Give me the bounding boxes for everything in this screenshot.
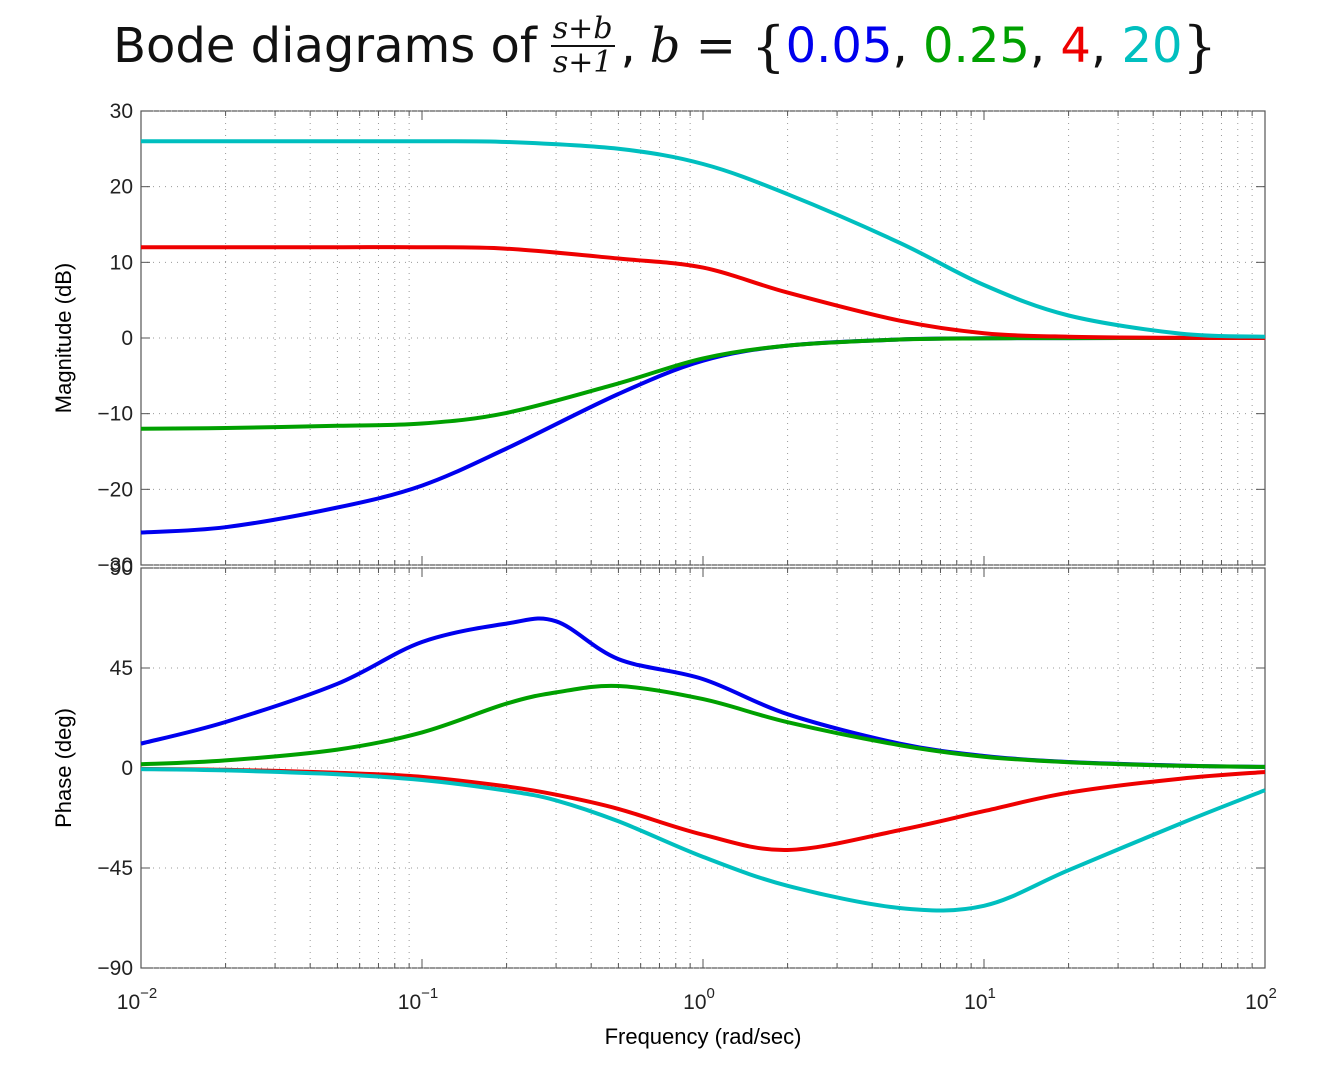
title-sep-3: , bbox=[1090, 18, 1122, 74]
x-axis-label: Frequency (rad/sec) bbox=[605, 1024, 802, 1049]
title-equals: = bbox=[680, 18, 752, 74]
y-tick-label: 45 bbox=[110, 657, 133, 680]
y-tick-label: −10 bbox=[97, 403, 133, 426]
fraction-numerator: s+b bbox=[550, 11, 615, 47]
y-axis-label: Phase (deg) bbox=[51, 708, 76, 828]
magnitude-panel: 30 20 10 0 −10 −20 −30 Magnitude (dB) bbox=[51, 100, 1266, 577]
y-axis-label: Magnitude (dB) bbox=[51, 263, 76, 413]
phase-series-line-4 bbox=[140, 767, 1266, 913]
y-tick-label: 10 bbox=[110, 251, 133, 274]
y-tick-label: 20 bbox=[110, 176, 133, 199]
x-tick-label: 10−1 bbox=[398, 985, 438, 1014]
magnitude-series-line-4 bbox=[141, 139, 1266, 339]
x-tick-label: 100 bbox=[683, 985, 715, 1014]
y-tick-label: −90 bbox=[97, 957, 133, 980]
y-tick-label: 0 bbox=[121, 327, 133, 350]
x-tick-label: 101 bbox=[964, 985, 996, 1014]
y-tick-label: 0 bbox=[121, 757, 133, 780]
y-tick-label: 30 bbox=[110, 100, 133, 123]
title-comma: , bbox=[620, 18, 636, 74]
phase-panel: 90 45 0 −45 −90 Phase (deg) 10−2 10−1 100 101 102 F… bbox=[51, 557, 1277, 1049]
title-fraction: s+b s+1 bbox=[550, 11, 615, 80]
x-tick-label: 102 bbox=[1245, 985, 1277, 1014]
fraction-denominator: s+1 bbox=[552, 45, 613, 80]
x-tick-label: 10−2 bbox=[117, 985, 157, 1014]
title-sep-2: , bbox=[1029, 18, 1061, 74]
chart-title: Bode diagrams of s+b s+1 , b = { 0.05 , … bbox=[0, 6, 1330, 86]
phase-series-line-2 bbox=[140, 683, 1266, 769]
title-prefix: Bode diagrams of bbox=[113, 18, 537, 74]
y-tick-label: −20 bbox=[97, 478, 133, 501]
title-close-brace: } bbox=[1182, 14, 1217, 78]
y-tick-label: 90 bbox=[110, 557, 133, 580]
y-tick-label: −45 bbox=[97, 857, 133, 880]
title-sep-1: , bbox=[892, 18, 924, 74]
title-value-1: 0.05 bbox=[785, 18, 893, 74]
title-variable: b bbox=[649, 18, 681, 74]
title-open-brace: { bbox=[751, 14, 786, 78]
title-value-4: 20 bbox=[1121, 18, 1183, 74]
title-value-2: 0.25 bbox=[923, 18, 1030, 74]
title-value-3: 4 bbox=[1060, 18, 1091, 74]
magnitude-series-line-3 bbox=[141, 245, 1266, 340]
y-tick-label: −30 bbox=[97, 554, 133, 577]
